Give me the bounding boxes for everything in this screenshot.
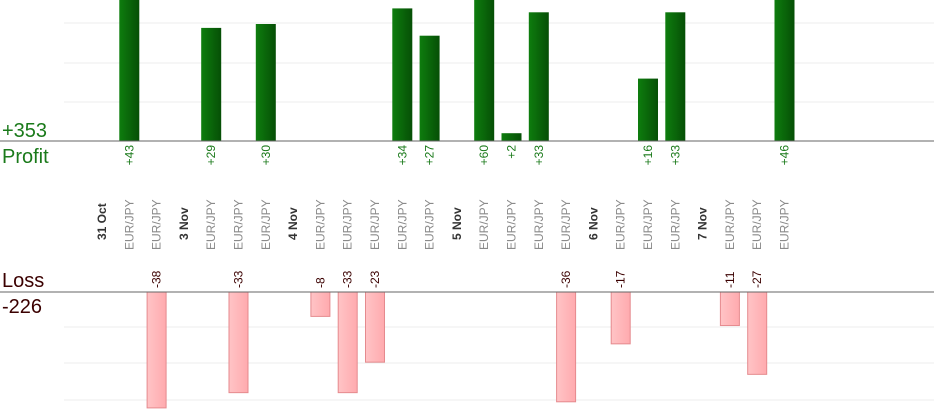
date-label: 7 Nov <box>696 207 710 240</box>
category-tick-label: EUR/JPY <box>423 199 437 250</box>
date-label: 31 Oct <box>95 203 109 240</box>
loss-bar <box>146 291 167 409</box>
date-label: 5 Nov <box>450 207 464 240</box>
category-tick-label: EUR/JPY <box>532 199 546 250</box>
profit-data-label: +2 <box>505 145 519 159</box>
profit-data-label: +27 <box>423 145 437 166</box>
profit-bar <box>501 133 522 141</box>
profit-bar <box>255 24 276 141</box>
category-tick-label: EUR/JPY <box>614 199 628 250</box>
profit-data-label: +43 <box>122 145 136 166</box>
loss-data-label: -36 <box>559 270 573 288</box>
category-tick-label: EUR/JPY <box>204 199 218 250</box>
profit-data-label: +16 <box>641 145 655 166</box>
loss-data-label: -38 <box>150 270 164 288</box>
profit-bar <box>474 0 495 141</box>
loss-bar <box>310 291 331 317</box>
loss-data-label: -33 <box>341 270 355 288</box>
profit-bar <box>119 0 140 141</box>
category-tick-label: EUR/JPY <box>477 199 491 250</box>
category-tick-label: EUR/JPY <box>259 199 273 250</box>
profit-bar <box>419 35 440 142</box>
profit-data-label: +33 <box>668 145 682 166</box>
category-tick-label: EUR/JPY <box>122 199 136 250</box>
loss-data-label: -33 <box>232 270 246 288</box>
loss-bar <box>556 291 577 403</box>
category-tick-label: EUR/JPY <box>641 199 655 250</box>
profit-bar <box>638 78 658 141</box>
profit-data-label: +30 <box>259 145 273 166</box>
loss-bar <box>747 291 768 375</box>
loss-data-label: -8 <box>313 277 327 288</box>
profit-total: +353 <box>2 120 47 142</box>
loss-bar <box>228 291 249 394</box>
profit-data-label: +46 <box>778 145 792 166</box>
profit-data-label: +33 <box>532 145 546 166</box>
loss-data-label: -27 <box>750 270 764 288</box>
category-tick-label: EUR/JPY <box>778 199 792 250</box>
profit-bar <box>665 12 686 141</box>
category-tick-label: EUR/JPY <box>313 199 327 250</box>
loss-bar <box>610 291 631 345</box>
category-tick-label: EUR/JPY <box>559 199 573 250</box>
loss-data-label: -17 <box>614 270 628 288</box>
profit-bar <box>392 8 413 142</box>
category-tick-label: EUR/JPY <box>750 199 764 250</box>
profit-data-label: +60 <box>477 145 491 166</box>
profit-bar <box>528 12 549 141</box>
loss-total: -226 <box>2 296 42 318</box>
profit-bar <box>201 27 222 141</box>
profit-data-label: +29 <box>204 145 218 166</box>
date-label: 6 Nov <box>586 207 600 240</box>
category-tick-label: EUR/JPY <box>368 199 382 250</box>
loss-data-label: -23 <box>368 270 382 288</box>
category-tick-label: EUR/JPY <box>668 199 682 250</box>
date-label: 4 Nov <box>286 207 300 240</box>
category-tick-label: EUR/JPY <box>395 199 409 250</box>
category-tick-label: EUR/JPY <box>723 199 737 250</box>
category-tick-label: EUR/JPY <box>232 199 246 250</box>
loss-bar <box>719 291 740 327</box>
date-label: 3 Nov <box>177 207 191 240</box>
loss-bar <box>365 291 385 363</box>
labels: 31 Oct EUR/JPY +43 EUR/JPY -38 3 Nov EUR/JPY +2… <box>95 145 792 288</box>
loss-bar <box>337 291 358 394</box>
profit-axis-label: Profit <box>2 146 49 168</box>
category-tick-label: EUR/JPY <box>505 199 519 250</box>
category-tick-label: EUR/JPY <box>341 199 355 250</box>
profit-data-label: +34 <box>395 145 409 166</box>
category-tick-label: EUR/JPY <box>150 199 164 250</box>
loss-axis-label: Loss <box>2 270 44 292</box>
loss-data-label: -11 <box>723 271 737 288</box>
grid-lines <box>64 22 934 401</box>
profit-bar <box>774 0 795 141</box>
bars <box>119 0 795 409</box>
